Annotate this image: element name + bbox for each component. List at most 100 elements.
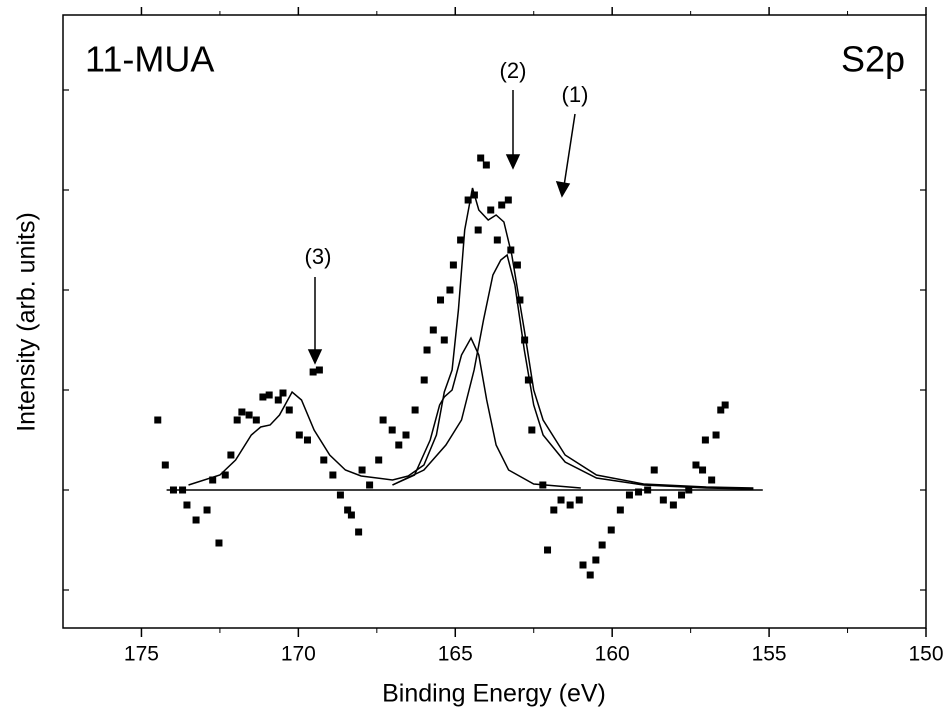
data-point (388, 426, 396, 434)
data-point (355, 528, 363, 536)
data-point (616, 506, 624, 514)
data-point (245, 411, 253, 419)
data-point (375, 456, 383, 464)
x-tick-label: 170 (281, 643, 316, 666)
data-point (521, 336, 529, 344)
data-point (154, 416, 162, 424)
data-point (358, 466, 366, 474)
data-point (493, 236, 501, 244)
data-point (566, 501, 574, 509)
data-point (429, 326, 437, 334)
plot-frame (62, 14, 927, 629)
x-tick-label: 165 (438, 643, 473, 666)
data-point (336, 491, 344, 499)
data-point (366, 481, 374, 489)
data-point (650, 466, 658, 474)
data-point (252, 416, 260, 424)
data-point (344, 506, 352, 514)
data-point (669, 501, 677, 509)
data-point (203, 506, 211, 514)
data-point (183, 501, 191, 509)
x-axis-label: Binding Energy (eV) (382, 680, 606, 708)
arrow-head (555, 181, 571, 198)
data-point (498, 201, 506, 209)
data-point (303, 436, 311, 444)
arrows (307, 90, 576, 365)
data-point (712, 431, 720, 439)
data-point (477, 154, 485, 162)
data-point (221, 471, 229, 479)
data-point (161, 461, 169, 469)
data-point (446, 286, 454, 294)
data-point (315, 366, 323, 374)
data-point (699, 466, 707, 474)
arrow-head (307, 349, 323, 365)
fit-curve (392, 253, 754, 490)
data-point (692, 461, 700, 469)
data-point (411, 406, 419, 414)
y-axis-label: Intensity (arb. units) (13, 212, 41, 432)
data-point (544, 546, 552, 554)
data-point (309, 368, 317, 376)
data-point (464, 196, 472, 204)
data-point (437, 296, 445, 304)
data-point (274, 396, 282, 404)
data-point (721, 401, 729, 409)
data-point (233, 416, 241, 424)
annotation: S2p (841, 39, 905, 80)
data-point (592, 556, 600, 564)
data-point (279, 389, 287, 397)
data-point (513, 261, 521, 269)
arrow-head (505, 154, 521, 170)
data-point (347, 511, 355, 519)
annotation: (1) (562, 82, 589, 107)
data-point (625, 491, 633, 499)
fit-curve (188, 187, 754, 489)
data-point (440, 336, 448, 344)
data-point (575, 496, 583, 504)
data-point (402, 431, 410, 439)
data-point (295, 431, 303, 439)
data-point (265, 391, 273, 399)
annotation: 11-MUA (85, 39, 214, 80)
data-point (524, 376, 532, 384)
data-point (285, 406, 293, 414)
data-point (192, 516, 200, 524)
data-point (487, 206, 495, 214)
data-point (320, 456, 328, 464)
data-point (482, 161, 490, 169)
annotation: (3) (305, 244, 332, 269)
data-point (659, 496, 667, 504)
data-point (449, 261, 457, 269)
data-point (635, 488, 643, 496)
data-point (209, 476, 217, 484)
x-tick-label: 150 (908, 643, 943, 666)
data-point (528, 426, 536, 434)
data-point (550, 506, 558, 514)
annotation: (2) (500, 58, 527, 83)
data-point (586, 571, 594, 579)
x-tick-label: 175 (124, 643, 159, 666)
x-tick-label: 155 (752, 643, 787, 666)
data-point (227, 451, 235, 459)
data-point (238, 408, 246, 416)
data-point (329, 471, 337, 479)
data-point (215, 539, 223, 547)
fit-curve (392, 336, 581, 489)
data-point (474, 226, 482, 234)
data-point (708, 476, 716, 484)
data-point (607, 526, 615, 534)
data-point (423, 346, 431, 354)
data-point (259, 393, 267, 401)
data-point (579, 561, 587, 569)
data-point (420, 376, 428, 384)
arrow-1 (563, 113, 576, 187)
data-point (504, 196, 512, 204)
data-point (379, 416, 387, 424)
data-point (457, 236, 465, 244)
data-point (678, 491, 686, 499)
x-tick-label: 160 (595, 643, 630, 666)
data-point (598, 541, 606, 549)
data-point (557, 496, 565, 504)
